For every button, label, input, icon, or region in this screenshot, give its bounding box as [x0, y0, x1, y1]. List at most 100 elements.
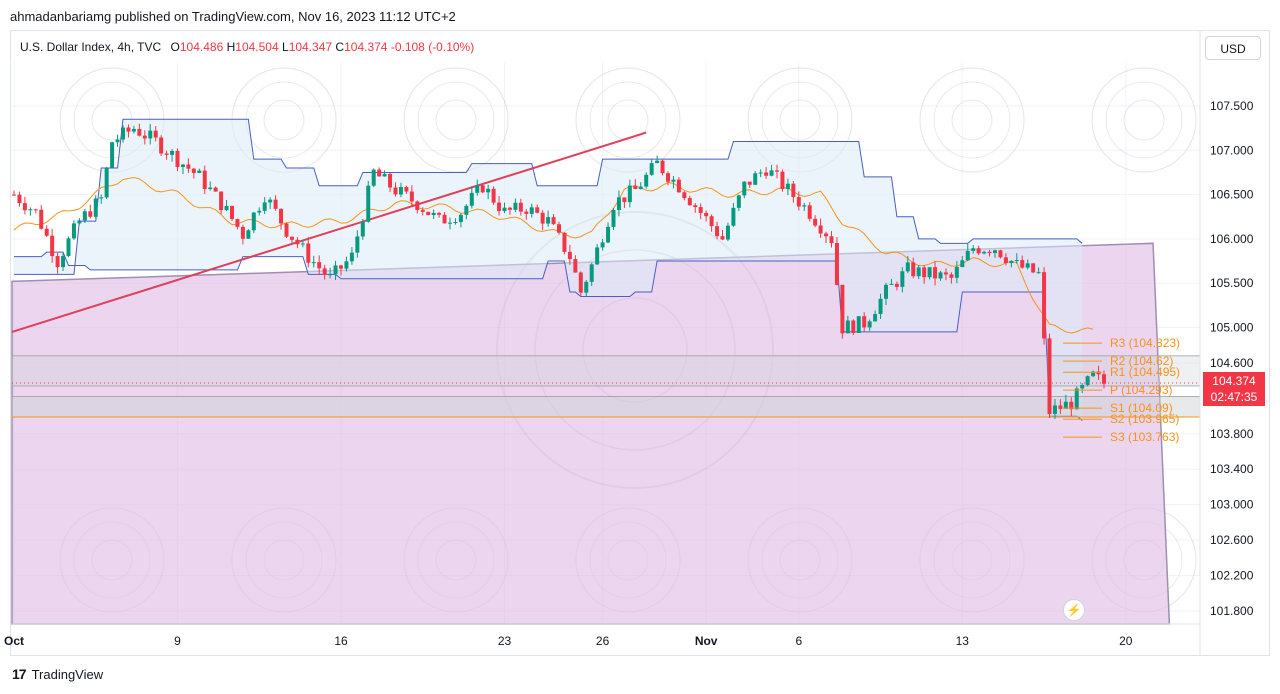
candle [1102, 370, 1106, 389]
pivot-lines: R3 (104.823) R2 (104.62)R1 (104.495) P (10… [12, 336, 1200, 444]
candle [698, 203, 703, 220]
candle [371, 168, 376, 188]
candle-body [584, 281, 589, 293]
candle [104, 166, 109, 199]
candle [88, 204, 93, 219]
x-tick-label: 9 [174, 634, 181, 648]
lightning-icon[interactable]: ⚡ [1063, 599, 1085, 621]
watermark-seal [1091, 67, 1197, 173]
candle [851, 319, 856, 336]
candle [922, 265, 927, 284]
candle [1080, 382, 1085, 394]
candle-body [148, 130, 153, 139]
candle [93, 195, 98, 219]
candle-body [567, 251, 572, 260]
candle [736, 194, 741, 212]
seal-ring [779, 99, 821, 141]
candle [464, 204, 469, 220]
candle [606, 222, 611, 244]
candle-body [916, 267, 921, 277]
candle [873, 310, 878, 322]
pivot-label: S3 (103.763) [1110, 430, 1179, 444]
candle [638, 182, 643, 190]
candle [39, 205, 44, 230]
candle [246, 229, 251, 239]
candle-body [1069, 401, 1074, 410]
candle [687, 195, 692, 206]
candle-body [998, 250, 1003, 258]
watermark-seal [919, 67, 1025, 173]
candle-body [251, 212, 256, 231]
candle-body [867, 321, 872, 328]
candle-body [927, 267, 932, 278]
candle [573, 255, 578, 273]
candle [507, 206, 512, 215]
candle-body [747, 181, 752, 185]
pivot-band [11, 355, 1201, 418]
candle-body [638, 186, 643, 190]
y-tick-label: 105.500 [1210, 276, 1254, 290]
candle-body [497, 202, 502, 212]
candle [333, 260, 338, 281]
candle-body [753, 173, 758, 185]
candle-body [246, 230, 251, 239]
candle-body [666, 173, 670, 182]
candle-body [725, 225, 730, 240]
candle-body [224, 205, 229, 211]
candle [513, 198, 518, 213]
candle-body [715, 226, 720, 237]
candle-body [28, 209, 33, 211]
candle-body [295, 239, 300, 245]
candle-body [202, 170, 207, 190]
candle-body [529, 207, 534, 214]
currency-button[interactable]: USD [1205, 36, 1261, 60]
seal-ring [435, 99, 477, 141]
candle-body [355, 236, 360, 253]
candle [273, 195, 278, 211]
candle-body [55, 256, 60, 268]
candle-body [1102, 374, 1106, 384]
candle-body [404, 186, 409, 192]
candle-body [606, 226, 611, 243]
x-tick-label: Oct [4, 634, 24, 648]
candle-body [77, 220, 82, 224]
candle-body [1047, 338, 1052, 414]
candle [524, 208, 529, 220]
candle-body [1042, 272, 1047, 339]
candle [780, 169, 785, 192]
candle [66, 236, 71, 258]
candle-body [562, 232, 567, 252]
candle-body [1063, 401, 1068, 409]
candle-body [349, 252, 354, 262]
pivot-label: R3 (104.823) [1110, 336, 1180, 350]
candle [660, 159, 665, 176]
y-tick-label: 106.000 [1210, 232, 1254, 246]
candle [77, 218, 82, 225]
candle-body [1091, 371, 1096, 377]
candle [262, 197, 267, 214]
candle [927, 267, 932, 280]
x-tick-label: 26 [596, 634, 610, 648]
candle [589, 262, 594, 286]
candle [28, 207, 33, 216]
candle-body [175, 150, 180, 168]
candle [268, 197, 273, 210]
candle-body [535, 207, 540, 213]
candle [595, 243, 600, 266]
candle [284, 222, 289, 239]
candle-body [1014, 260, 1019, 262]
candle-body [682, 192, 687, 199]
publisher-line: ahmadanbariamg published on TradingView.… [10, 9, 456, 24]
symbol-legend[interactable]: U.S. Dollar Index, 4h, TVC O104.486 H104… [20, 40, 474, 54]
candle [44, 225, 49, 237]
candle-body [818, 225, 823, 234]
candle-body [540, 212, 545, 224]
candle [584, 280, 589, 297]
candle-body [507, 207, 512, 210]
candle-body [502, 207, 507, 212]
x-tick-label: 23 [498, 634, 512, 648]
pivot-label: S1 (104.09) [1110, 401, 1173, 415]
x-tick-label: 20 [1119, 634, 1133, 648]
candle-body [137, 128, 142, 136]
